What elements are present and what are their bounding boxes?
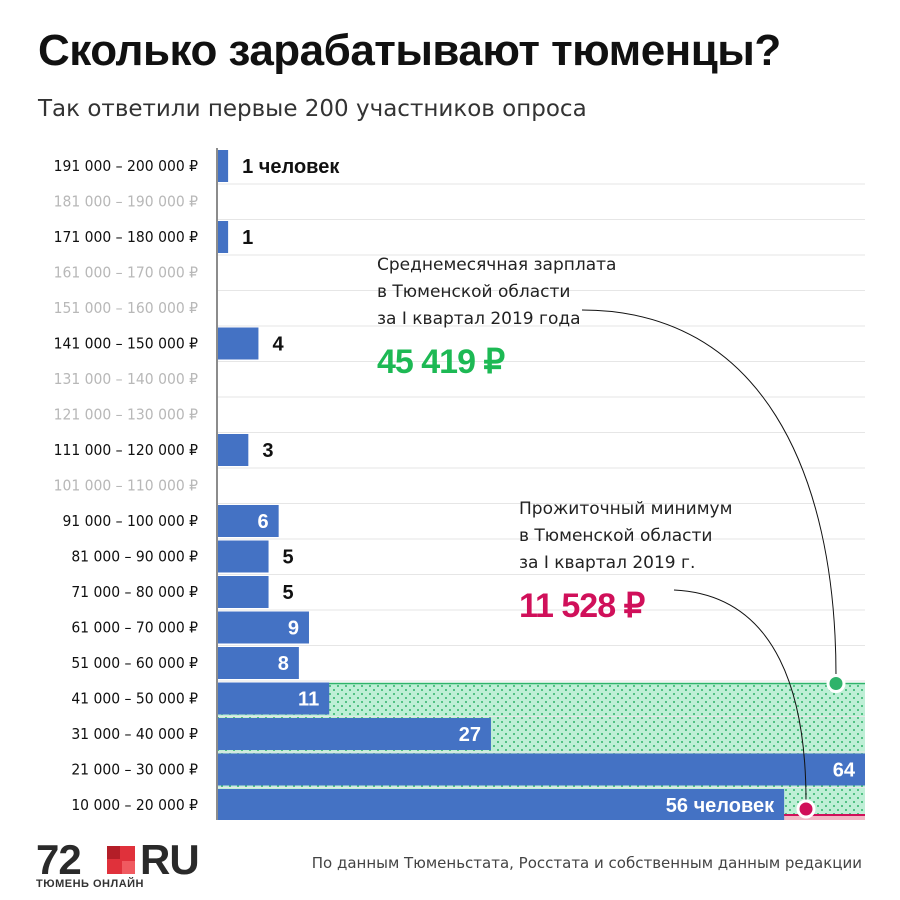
category-label: 181 000 – 190 000 ₽ xyxy=(54,193,199,211)
category-label: 41 000 – 50 000 ₽ xyxy=(71,690,198,708)
minimum-marker xyxy=(796,799,816,819)
minimum-annotation-value: 11 528 ₽ xyxy=(519,587,646,625)
value-label: 27 xyxy=(459,724,481,746)
category-label: 131 000 – 140 000 ₽ xyxy=(54,370,199,388)
average-annotation-text: за I квартал 2019 года xyxy=(377,309,581,329)
category-label: 191 000 – 200 000 ₽ xyxy=(54,157,199,175)
bar xyxy=(218,647,299,679)
average-annotation-text: Среднемесячная зарплата xyxy=(377,255,616,275)
page-title: Сколько зарабатывают тюменцы? xyxy=(38,26,781,75)
bar xyxy=(218,789,785,820)
value-label: 1 xyxy=(242,227,253,249)
category-label: 91 000 – 100 000 ₽ xyxy=(62,512,198,530)
bar xyxy=(218,611,309,644)
bar xyxy=(218,434,249,466)
page-subtitle: Так ответили первые 200 участников опрос… xyxy=(38,96,587,122)
category-label: 101 000 – 110 000 ₽ xyxy=(54,477,199,495)
logo-tagline: ТЮМЕНЬ ОНЛАЙН xyxy=(36,878,144,890)
category-label: 31 000 – 40 000 ₽ xyxy=(71,725,198,743)
value-label: 5 xyxy=(283,547,294,569)
value-label: 6 xyxy=(258,511,269,533)
minimum-annotation-text: в Тюменской области xyxy=(519,526,712,546)
value-label: 9 xyxy=(288,618,299,640)
bar xyxy=(218,718,491,750)
bar xyxy=(218,682,330,715)
bar xyxy=(218,221,229,253)
category-label: 171 000 – 180 000 ₽ xyxy=(54,228,199,246)
brand-logo: 72 RU ТЮМЕНЬ ОНЛАЙН xyxy=(36,838,216,892)
bar xyxy=(218,540,269,573)
category-label: 10 000 – 20 000 ₽ xyxy=(71,796,198,814)
value-label: 3 xyxy=(262,440,273,462)
value-label: 5 xyxy=(283,582,294,604)
minimum-annotation-text: за I квартал 2019 г. xyxy=(519,553,695,573)
bar xyxy=(218,576,269,608)
category-label: 121 000 – 130 000 ₽ xyxy=(54,406,199,424)
minimum-annotation-text: Прожиточный минимум xyxy=(519,499,732,519)
average-marker xyxy=(826,674,846,693)
value-label: 64 xyxy=(833,760,856,782)
category-label: 151 000 – 160 000 ₽ xyxy=(54,299,199,317)
category-label: 71 000 – 80 000 ₽ xyxy=(71,583,198,601)
average-annotation-text: в Тюменской области xyxy=(377,282,570,302)
average-leader-line xyxy=(581,309,837,676)
category-label: 21 000 – 30 000 ₽ xyxy=(71,761,198,779)
value-label: 11 xyxy=(298,689,319,711)
category-label: 111 000 – 120 000 ₽ xyxy=(54,441,199,459)
bar xyxy=(218,753,865,786)
minimum-leader-line xyxy=(673,589,807,802)
value-label: 8 xyxy=(278,653,289,675)
category-label: 61 000 – 70 000 ₽ xyxy=(71,619,198,637)
bar xyxy=(218,327,259,360)
value-label: 1 человек xyxy=(242,156,340,178)
category-label: 51 000 – 60 000 ₽ xyxy=(71,654,198,672)
logo-square-icon xyxy=(107,846,135,874)
logo-domain: RU xyxy=(140,836,200,883)
salary-chart: 191 000 – 200 000 ₽181 000 – 190 000 ₽17… xyxy=(54,148,865,820)
value-label: 4 xyxy=(272,334,284,356)
category-label: 81 000 – 90 000 ₽ xyxy=(71,548,198,566)
average-annotation-value: 45 419 ₽ xyxy=(377,343,505,381)
source-note: По данным Тюменьстата, Росстата и собств… xyxy=(311,854,862,872)
category-label: 161 000 – 170 000 ₽ xyxy=(54,264,199,282)
category-label: 141 000 – 150 000 ₽ xyxy=(54,335,199,353)
bar xyxy=(218,505,279,537)
bar xyxy=(218,150,229,182)
value-label: 56 человек xyxy=(666,795,775,817)
logo-number: 72 xyxy=(36,836,82,883)
